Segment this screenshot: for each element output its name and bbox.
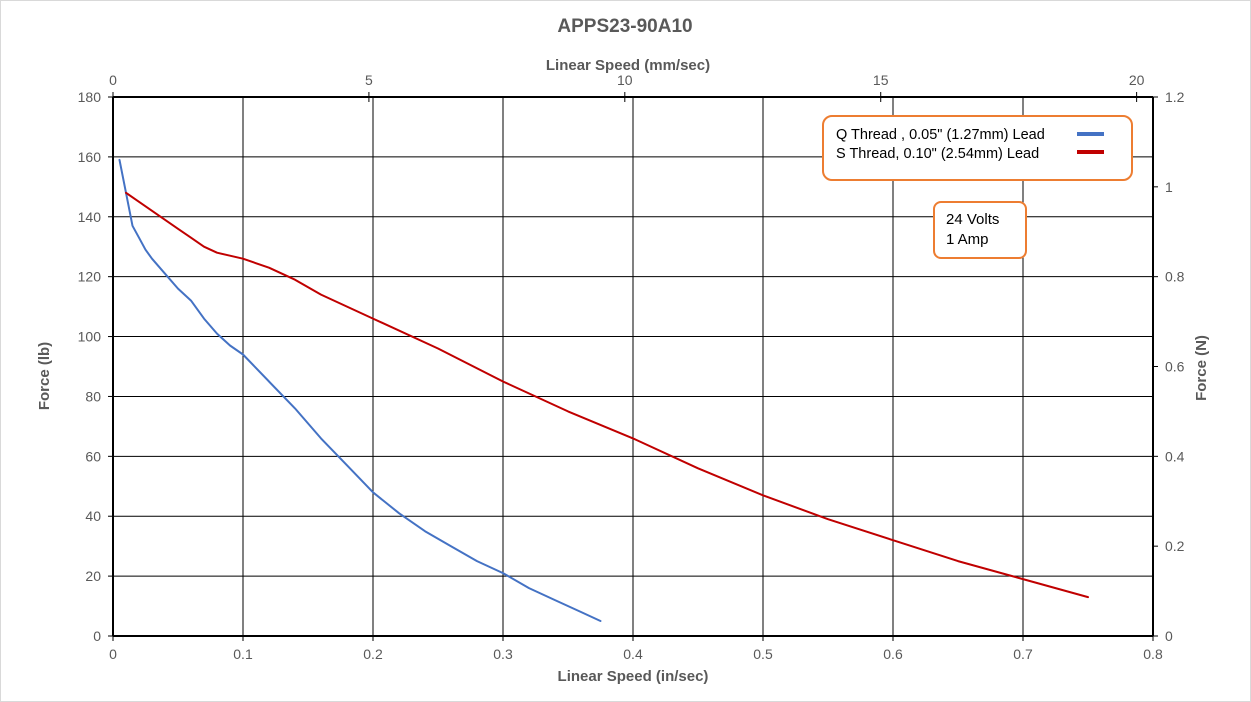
y-left-tick-label: 140 bbox=[78, 209, 102, 225]
x-top-tick-label: 15 bbox=[873, 72, 889, 88]
x-bottom-tick-label: 0.7 bbox=[1013, 646, 1033, 662]
y-right-tick-label: 1.2 bbox=[1165, 89, 1185, 105]
x-bottom-axis-title: Linear Speed (in/sec) bbox=[558, 668, 709, 685]
y-left-tick-label: 40 bbox=[85, 508, 101, 524]
conditions-current: 1 Amp bbox=[946, 231, 989, 248]
conditions-box bbox=[933, 201, 1027, 259]
x-top-tick-label: 5 bbox=[365, 72, 373, 88]
legend-label-q-thread: Q Thread , 0.05" (1.27mm) Lead bbox=[836, 127, 1045, 143]
y-left-tick-label: 100 bbox=[78, 329, 102, 345]
y-right-tick-label: 0 bbox=[1165, 628, 1173, 644]
y-right-axis-title: Force (N) bbox=[1193, 335, 1210, 401]
chart-title: APPS23-90A10 bbox=[557, 16, 692, 37]
series-line-s-thread bbox=[125, 191, 1089, 599]
y-left-tick-label: 80 bbox=[85, 388, 101, 404]
x-bottom-tick-label: 0.4 bbox=[623, 646, 643, 662]
legend: Q Thread , 0.05" (1.27mm) Lead S Thread,… bbox=[822, 115, 1133, 181]
legend-box bbox=[822, 115, 1133, 181]
conditions-voltage: 24 Volts bbox=[946, 211, 999, 228]
x-top-tick-label: 20 bbox=[1129, 72, 1145, 88]
series-line-q-thread bbox=[118, 158, 602, 622]
y-right-tick-label: 0.2 bbox=[1165, 538, 1185, 554]
y-right-tick-label: 0.8 bbox=[1165, 269, 1185, 285]
legend-label-s-thread: S Thread, 0.10" (2.54mm) Lead bbox=[836, 146, 1039, 162]
y-left-tick-label: 160 bbox=[78, 149, 102, 165]
y-left-axis-title: Force (lb) bbox=[36, 342, 53, 410]
x-bottom-tick-label: 0.3 bbox=[493, 646, 513, 662]
tick-layer: 0 0.1 0.2 0.3 0.4 0.5 0.6 0.7 0.80 5 10 15 200204060… bbox=[78, 72, 1185, 662]
x-bottom-tick-label: 0.5 bbox=[753, 646, 773, 662]
x-bottom-tick-label: 0.2 bbox=[363, 646, 383, 662]
y-left-tick-label: 60 bbox=[85, 448, 101, 464]
conditions-annotation: 24 Volts 1 Amp bbox=[933, 201, 1027, 259]
y-left-tick-label: 20 bbox=[85, 568, 101, 584]
y-left-tick-label: 180 bbox=[78, 89, 102, 105]
y-right-tick-label: 0.4 bbox=[1165, 448, 1185, 464]
y-left-tick-label: 120 bbox=[78, 269, 102, 285]
x-bottom-tick-label: 0.1 bbox=[233, 646, 253, 662]
x-top-tick-label: 0 bbox=[109, 72, 117, 88]
series-layer bbox=[118, 158, 1089, 622]
x-bottom-tick-label: 0.8 bbox=[1143, 646, 1163, 662]
y-right-tick-label: 0.6 bbox=[1165, 359, 1185, 375]
y-right-tick-label: 1 bbox=[1165, 179, 1173, 195]
x-bottom-tick-label: 0 bbox=[109, 646, 117, 662]
x-bottom-tick-label: 0.6 bbox=[883, 646, 903, 662]
y-left-tick-label: 0 bbox=[93, 628, 101, 644]
x-top-axis-title: Linear Speed (mm/sec) bbox=[546, 57, 710, 74]
x-top-tick-label: 10 bbox=[617, 72, 633, 88]
